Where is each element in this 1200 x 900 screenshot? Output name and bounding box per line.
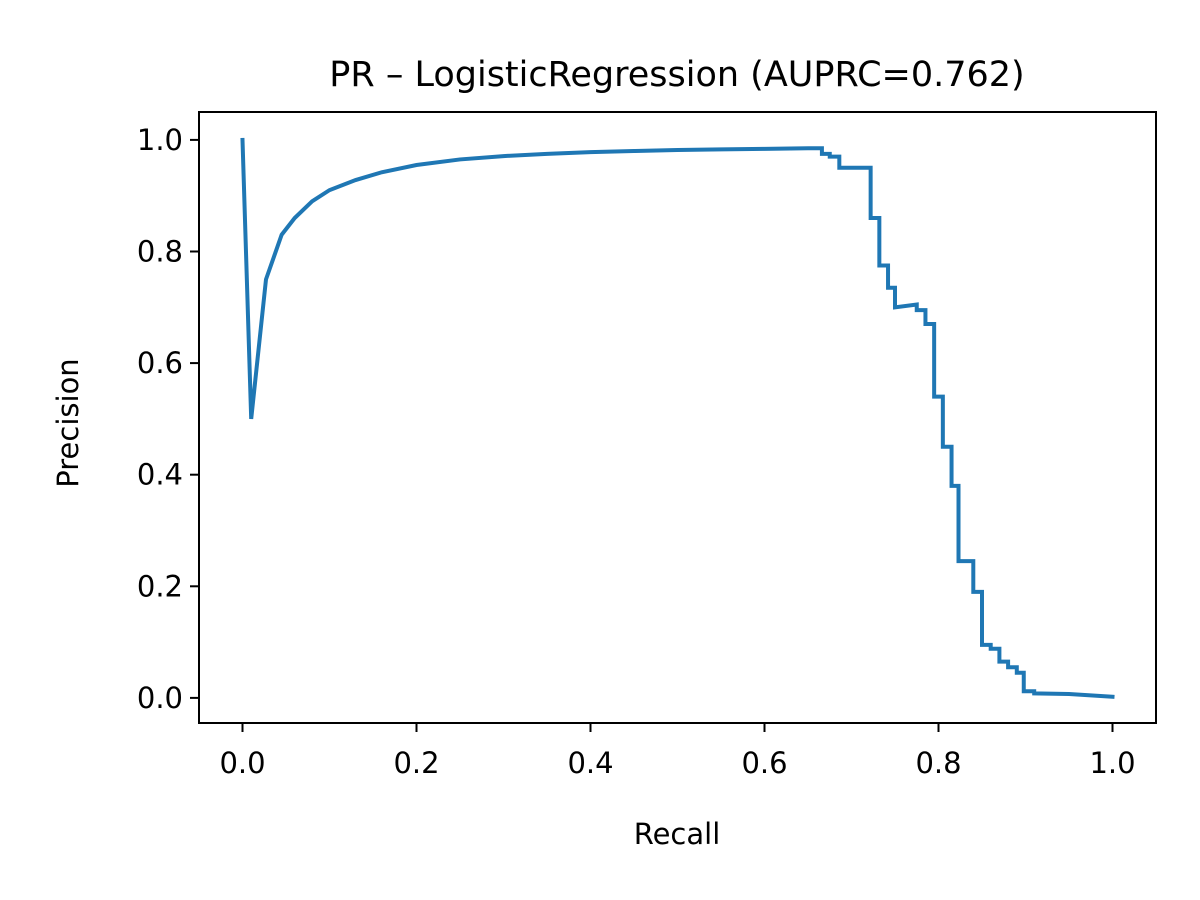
x-axis-label: Recall	[634, 817, 721, 851]
x-tick-label: 1.0	[1089, 746, 1135, 780]
y-tick-label: 0.4	[137, 458, 183, 492]
y-tick-label: 0.2	[137, 569, 183, 603]
x-tick-label: 0.2	[393, 746, 439, 780]
y-axis-label: Precision	[51, 358, 85, 487]
x-tick-label: 0.0	[219, 746, 265, 780]
x-tick-label: 0.6	[741, 746, 787, 780]
plot-frame	[198, 111, 1157, 724]
y-tick-label: 0.0	[137, 681, 183, 715]
x-tick-label: 0.8	[915, 746, 961, 780]
y-tick-label: 1.0	[137, 123, 183, 157]
y-tick-label: 0.8	[137, 234, 183, 268]
pr-curve-line	[240, 137, 1115, 699]
chart-title: PR – LogisticRegression (AUPRC=0.762)	[329, 55, 1024, 95]
x-tick-label: 0.4	[567, 746, 613, 780]
y-tick-label: 0.6	[137, 346, 183, 380]
